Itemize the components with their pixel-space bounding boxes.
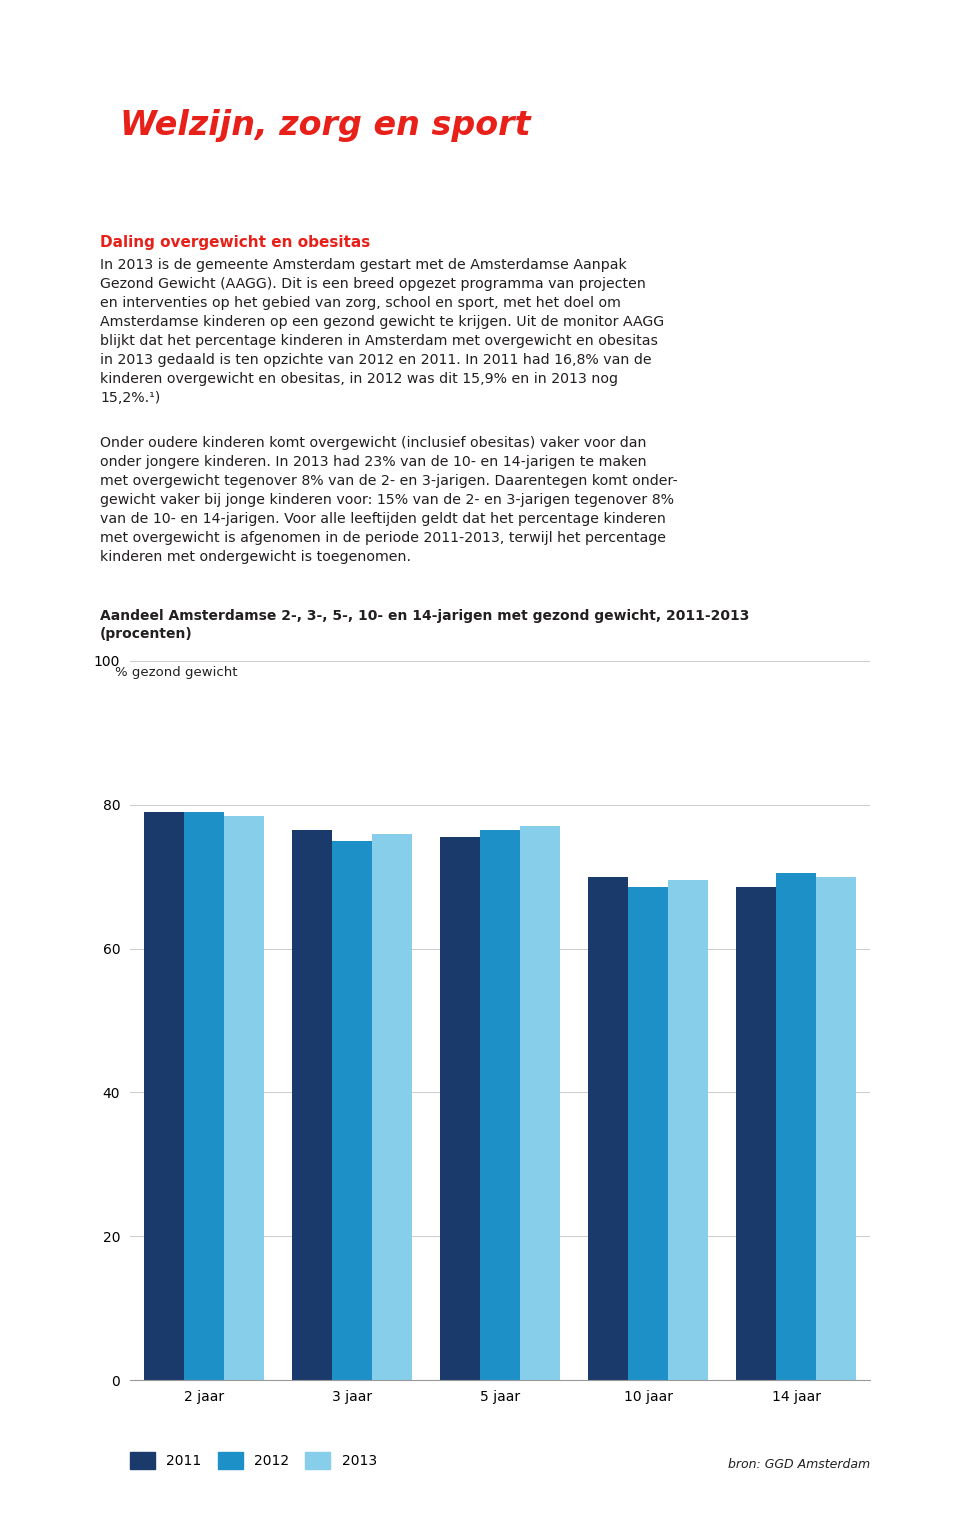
Bar <box>776 873 816 1380</box>
Text: 15,2%.¹): 15,2%.¹) <box>100 391 160 405</box>
Text: 234: 234 <box>35 21 79 41</box>
Bar <box>332 841 372 1380</box>
Text: Aandeel Amsterdamse 2-, 3-, 5-, 10- en 14-jarigen met gezond gewicht, 2011-2013: Aandeel Amsterdamse 2-, 3-, 5-, 10- en 1… <box>100 609 750 623</box>
Legend: 2011, 2012, 2013: 2011, 2012, 2013 <box>130 1452 376 1469</box>
Bar <box>520 826 560 1380</box>
Text: gewicht vaker bij jonge kinderen voor: 15% van de 2- en 3-jarigen tegenover 8%: gewicht vaker bij jonge kinderen voor: 1… <box>100 493 674 506</box>
Text: van de 10- en 14-jarigen. Voor alle leeftijden geldt dat het percentage kinderen: van de 10- en 14-jarigen. Voor alle leef… <box>100 512 666 526</box>
Text: met overgewicht tegenover 8% van de 2- en 3-jarigen. Daarentegen komt onder-: met overgewicht tegenover 8% van de 2- e… <box>100 475 678 488</box>
Text: 7: 7 <box>48 96 84 147</box>
Bar <box>224 816 264 1380</box>
Bar <box>184 813 224 1380</box>
Text: en interventies op het gebied van zorg, school en sport, met het doel om: en interventies op het gebied van zorg, … <box>100 296 621 309</box>
Text: Onder oudere kinderen komt overgewicht (inclusief obesitas) vaker voor dan: Onder oudere kinderen komt overgewicht (… <box>100 437 646 450</box>
Bar <box>816 876 856 1380</box>
Text: (procenten): (procenten) <box>100 628 193 641</box>
Text: In 2013 is de gemeente Amsterdam gestart met de Amsterdamse Aanpak: In 2013 is de gemeente Amsterdam gestart… <box>100 258 627 271</box>
Text: Daling overgewicht en obesitas: Daling overgewicht en obesitas <box>100 235 371 250</box>
Bar <box>588 876 628 1380</box>
Text: Welzijn, zorg en sport: Welzijn, zorg en sport <box>120 109 531 141</box>
Bar <box>372 834 412 1380</box>
Text: % gezond gewicht: % gezond gewicht <box>115 666 237 679</box>
Text: kinderen met ondergewicht is toegenomen.: kinderen met ondergewicht is toegenomen. <box>100 550 411 564</box>
Text: blijkt dat het percentage kinderen in Amsterdam met overgewicht en obesitas: blijkt dat het percentage kinderen in Am… <box>100 334 658 349</box>
Text: kinderen overgewicht en obesitas, in 2012 was dit 15,9% en in 2013 nog: kinderen overgewicht en obesitas, in 201… <box>100 371 618 387</box>
Text: bron: GGD Amsterdam: bron: GGD Amsterdam <box>728 1458 870 1471</box>
Bar <box>668 881 708 1380</box>
Bar <box>440 837 480 1380</box>
Bar <box>480 829 520 1380</box>
Bar <box>292 829 332 1380</box>
Text: onder jongere kinderen. In 2013 had 23% van de 10- en 14-jarigen te maken: onder jongere kinderen. In 2013 had 23% … <box>100 455 647 468</box>
Text: met overgewicht is afgenomen in de periode 2011-2013, terwijl het percentage: met overgewicht is afgenomen in de perio… <box>100 531 666 544</box>
Text: Gezond Gewicht (AAGG). Dit is een breed opgezet programma van projecten: Gezond Gewicht (AAGG). Dit is een breed … <box>100 277 646 291</box>
Bar <box>736 887 776 1380</box>
Bar <box>144 813 184 1380</box>
Text: in 2013 gedaald is ten opzichte van 2012 en 2011. In 2011 had 16,8% van de: in 2013 gedaald is ten opzichte van 2012… <box>100 353 652 367</box>
Text: Amsterdamse kinderen op een gezond gewicht te krijgen. Uit de monitor AAGG: Amsterdamse kinderen op een gezond gewic… <box>100 315 664 329</box>
Bar <box>628 887 668 1380</box>
